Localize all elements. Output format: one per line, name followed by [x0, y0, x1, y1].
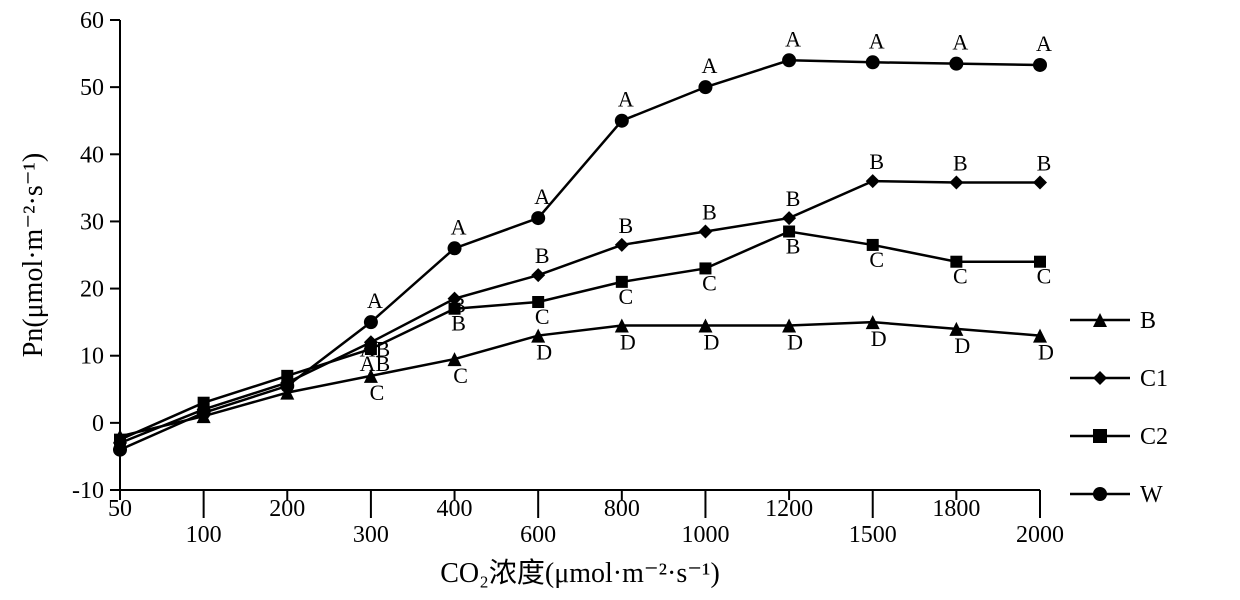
legend-label: W — [1140, 482, 1163, 508]
x-tick-label: 100 — [186, 522, 222, 548]
sig-letter: C — [618, 284, 633, 309]
x-tick-label: 1000 — [681, 522, 729, 548]
y-tick-label: 20 — [80, 277, 104, 303]
sig-letter: D — [954, 333, 970, 358]
y-axis-label: Pn(μmol·m⁻²·s⁻¹) — [18, 153, 49, 357]
sig-letter: A — [451, 214, 467, 239]
y-tick-label: 40 — [80, 142, 104, 168]
sig-letter: A — [367, 288, 383, 313]
sig-letter: C — [535, 304, 550, 329]
series-group — [113, 53, 1047, 456]
sig-letter: B — [869, 149, 884, 174]
x-tick-label: 2000 — [1016, 522, 1064, 548]
sig-letter: D — [704, 330, 720, 355]
sig-letter: B — [618, 213, 633, 238]
sig-letter: B — [1037, 150, 1052, 175]
sig-letter: C — [953, 264, 968, 289]
sig-letter: D — [536, 340, 552, 365]
co2-response-chart: CCDDDDDDDABBBBBBBBBABBCCCBCCCAAAAAAAAA -… — [0, 0, 1240, 600]
x-tick-label: 300 — [353, 522, 389, 548]
y-tick-label: 50 — [80, 75, 104, 101]
sig-letter: A — [869, 28, 885, 53]
y-tick-label: -10 — [72, 478, 104, 504]
sig-letter: A — [618, 87, 634, 112]
x-tick-label: 200 — [269, 496, 305, 522]
sig-letter: D — [871, 326, 887, 351]
sig-letter: A — [702, 53, 718, 78]
sig-letter: D — [620, 330, 636, 355]
x-tick-label: 1800 — [932, 496, 980, 522]
sig-letter: D — [787, 330, 803, 355]
series-line-C1 — [120, 181, 1040, 443]
sig-letter: C — [370, 380, 385, 405]
y-tick-label: 60 — [80, 8, 104, 34]
legend: B C1 C2 W — [1070, 308, 1168, 508]
x-tick-label: 600 — [520, 522, 556, 548]
sig-letter: D — [1038, 340, 1054, 365]
x-tick-label: 800 — [604, 496, 640, 522]
sig-letter: C — [702, 270, 717, 295]
sig-letter: B — [786, 234, 801, 259]
tick-labels: -10 0 10 20 30 40 50 60 50 100 200 300 400 600 800 1000… — [72, 8, 1064, 548]
y-tick-label: 10 — [80, 344, 104, 370]
sig-letter: A — [1036, 31, 1052, 56]
sig-letter: AB — [360, 351, 391, 376]
series-line-C2 — [120, 232, 1040, 440]
y-tick-label: 30 — [80, 209, 104, 235]
x-tick-label: 400 — [437, 496, 473, 522]
x-axis-label: CO₂浓度(μmol·m⁻²·s⁻¹) — [440, 557, 720, 589]
legend-label: C2 — [1140, 424, 1168, 450]
sig-letter: C — [1037, 264, 1052, 289]
axes — [110, 20, 1040, 518]
sig-letter: B — [953, 150, 968, 175]
x-tick-label: 1200 — [765, 496, 813, 522]
sig-letter: B — [451, 311, 466, 336]
y-tick-label: 0 — [92, 411, 104, 437]
sig-letter: A — [952, 30, 968, 55]
legend-label: B — [1140, 308, 1156, 334]
sig-letter: A — [785, 26, 801, 51]
x-tick-label: 50 — [108, 496, 132, 522]
sig-letter: A — [534, 184, 550, 209]
x-tick-label: 1500 — [849, 522, 897, 548]
sig-letter: C — [869, 247, 884, 272]
series-line-B — [120, 322, 1040, 436]
sig-letter: B — [786, 186, 801, 211]
sig-letter: B — [535, 243, 550, 268]
sig-letter: B — [702, 200, 717, 225]
sig-letter: C — [453, 363, 468, 388]
legend-label: C1 — [1140, 366, 1168, 392]
